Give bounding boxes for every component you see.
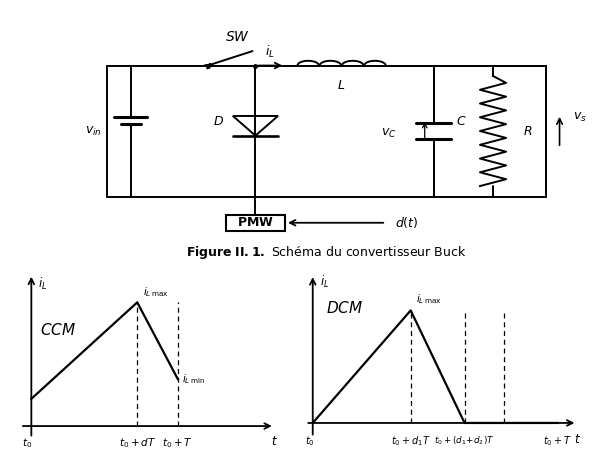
Text: $D$: $D$ — [213, 116, 224, 128]
Text: $d(t)$: $d(t)$ — [395, 215, 419, 230]
Text: $i_L$: $i_L$ — [320, 274, 330, 291]
Text: $t_0+T$: $t_0+T$ — [162, 436, 193, 450]
Text: $t$: $t$ — [271, 435, 278, 448]
Text: $t_0+dT$: $t_0+dT$ — [119, 436, 156, 450]
Text: $t_0+d_1T$: $t_0+d_1T$ — [391, 434, 431, 448]
Text: $C$: $C$ — [456, 116, 467, 128]
Text: $L$: $L$ — [337, 79, 346, 92]
Text: $i_{L\,\rm{min}}$: $i_{L\,\rm{min}}$ — [182, 372, 206, 386]
Text: $t_0+T$: $t_0+T$ — [543, 434, 572, 448]
Text: $v_s$: $v_s$ — [573, 111, 587, 124]
Text: $R$: $R$ — [523, 124, 532, 138]
Text: $v_{in}$: $v_{in}$ — [86, 124, 102, 138]
Text: $\bf{PMW}$: $\bf{PMW}$ — [237, 216, 274, 229]
Text: $t_0$: $t_0$ — [22, 436, 32, 450]
Text: $\mathit{CCM}$: $\mathit{CCM}$ — [40, 322, 77, 337]
Text: $i_L$: $i_L$ — [266, 44, 275, 59]
Text: $t_0+(d_1\!+\!d_2)T$: $t_0+(d_1\!+\!d_2)T$ — [434, 434, 495, 447]
Text: $t$: $t$ — [574, 433, 581, 446]
Text: $i_{L\,\rm{max}}$: $i_{L\,\rm{max}}$ — [416, 292, 441, 306]
Text: $\mathit{SW}$: $\mathit{SW}$ — [225, 30, 250, 44]
Text: $t_0$: $t_0$ — [305, 434, 315, 448]
Text: $\mathit{DCM}$: $\mathit{DCM}$ — [326, 300, 363, 315]
Text: $v_C$: $v_C$ — [381, 127, 397, 140]
Text: $i_{L\,\rm{max}}$: $i_{L\,\rm{max}}$ — [143, 285, 169, 299]
FancyBboxPatch shape — [226, 215, 285, 231]
Text: $\mathbf{Figure\;II.1.}$ Schéma du convertisseur Buck: $\mathbf{Figure\;II.1.}$ Schéma du conve… — [187, 244, 467, 262]
Text: $i_L$: $i_L$ — [38, 277, 48, 292]
